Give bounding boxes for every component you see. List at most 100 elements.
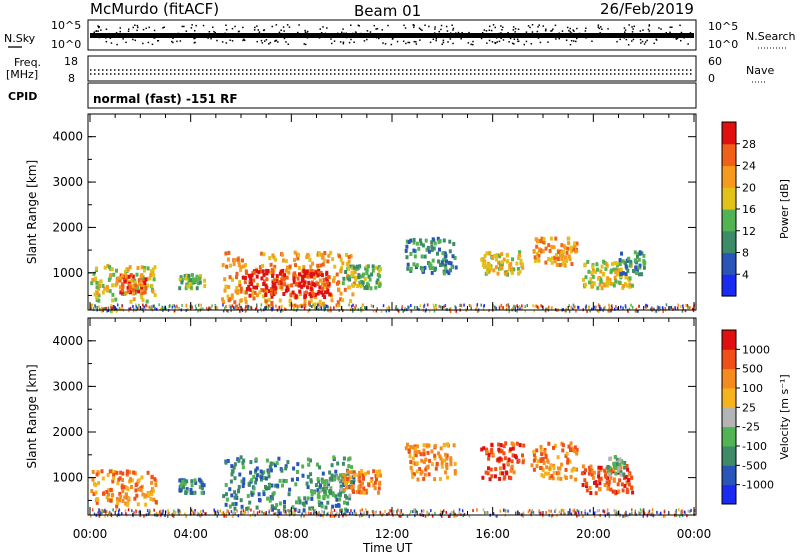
data-cell (320, 504, 324, 509)
ground-scatter-cell (361, 304, 363, 308)
data-cell (592, 281, 596, 286)
nsky-dot (212, 26, 214, 28)
nsky-dot (687, 43, 689, 45)
data-cell (608, 465, 612, 470)
ground-scatter-cell (294, 512, 296, 516)
ground-scatter-cell (399, 511, 401, 514)
data-cell (306, 274, 310, 279)
nsky-dot (277, 41, 279, 43)
data-cell (115, 504, 119, 509)
data-cell (284, 268, 288, 273)
data-cell (274, 286, 278, 291)
data-cell (222, 494, 226, 499)
data-cell (365, 271, 369, 275)
data-cell (481, 475, 485, 480)
data-cell (241, 275, 245, 280)
data-cell (119, 494, 123, 499)
data-cell (619, 272, 623, 277)
ground-scatter-cell (375, 309, 378, 313)
ground-scatter-cell (338, 512, 341, 516)
ground-scatter-cell (449, 515, 451, 518)
nsky-dot (105, 40, 108, 43)
data-cell (563, 256, 567, 261)
data-cell (375, 477, 378, 482)
ground-scatter-cell (270, 508, 273, 512)
data-cell (120, 273, 124, 278)
data-cell (616, 272, 620, 277)
ground-scatter-cell (93, 512, 96, 516)
data-cell (502, 257, 506, 262)
x-tick-label: 20:00 (576, 527, 611, 541)
nsky-dot (551, 29, 553, 32)
data-cell (298, 292, 302, 297)
ground-scatter-cell (291, 512, 293, 516)
ground-scatter-cell (204, 512, 207, 516)
nsky-dot (171, 40, 173, 43)
ground-scatter-cell (117, 303, 119, 307)
data-cell (575, 447, 579, 452)
data-cell (581, 483, 585, 487)
data-cell (556, 476, 560, 481)
data-cell (266, 269, 270, 273)
ground-scatter-cell (631, 511, 633, 515)
data-cell (339, 508, 343, 513)
ground-scatter-cell (398, 309, 400, 313)
data-cell (512, 442, 516, 447)
data-cell (614, 471, 618, 476)
data-cell (340, 266, 344, 271)
data-cell (604, 471, 608, 476)
ground-scatter-cell (564, 309, 566, 313)
data-cell (507, 457, 511, 462)
data-cell (318, 278, 322, 283)
ground-scatter-cell (684, 511, 687, 515)
data-cell (422, 443, 426, 448)
ground-scatter-cell (531, 508, 534, 512)
nsky-dot (472, 43, 474, 46)
nsky-dot (658, 27, 660, 29)
data-cell (498, 476, 502, 481)
nsky-dot (183, 25, 185, 28)
nsky-dot (357, 24, 360, 27)
data-cell (224, 492, 228, 497)
data-cell (612, 467, 616, 472)
data-cell (485, 251, 489, 256)
data-cell (599, 476, 603, 481)
ground-scatter-cell (424, 309, 427, 313)
data-cell (97, 280, 101, 285)
data-cell (322, 258, 326, 263)
data-cell (240, 504, 244, 509)
data-cell (345, 262, 349, 266)
data-cell (489, 467, 493, 472)
data-cell (257, 270, 261, 275)
nsky-dot (366, 30, 369, 32)
data-cell (309, 286, 313, 291)
ground-scatter-cell (98, 508, 101, 512)
data-cell (269, 468, 273, 473)
ground-scatter-cell (330, 508, 333, 512)
ground-scatter-cell (620, 305, 622, 309)
data-cell (491, 452, 495, 457)
nsky-dot (452, 42, 454, 45)
data-cell (272, 491, 276, 496)
data-cell (480, 257, 484, 262)
data-cell (544, 246, 548, 251)
colorbar-segment (722, 230, 736, 254)
ground-scatter-cell (624, 304, 627, 308)
data-cell (334, 494, 338, 499)
nsearch-tick-top: 10^5 (708, 20, 738, 33)
data-cell (120, 282, 124, 287)
data-cell (319, 271, 323, 275)
nsky-dot (148, 26, 150, 29)
data-cell (422, 460, 426, 464)
nsky-dot (527, 25, 530, 27)
ground-scatter-cell (354, 306, 356, 310)
data-cell (185, 479, 189, 484)
ground-scatter-cell (354, 512, 356, 516)
ground-scatter-cell (596, 309, 599, 313)
data-cell (559, 476, 563, 481)
data-cell (321, 301, 325, 306)
nsky-dot (363, 40, 366, 42)
ground-scatter-cell (470, 304, 472, 308)
data-cell (530, 463, 534, 468)
data-cell (617, 268, 621, 273)
